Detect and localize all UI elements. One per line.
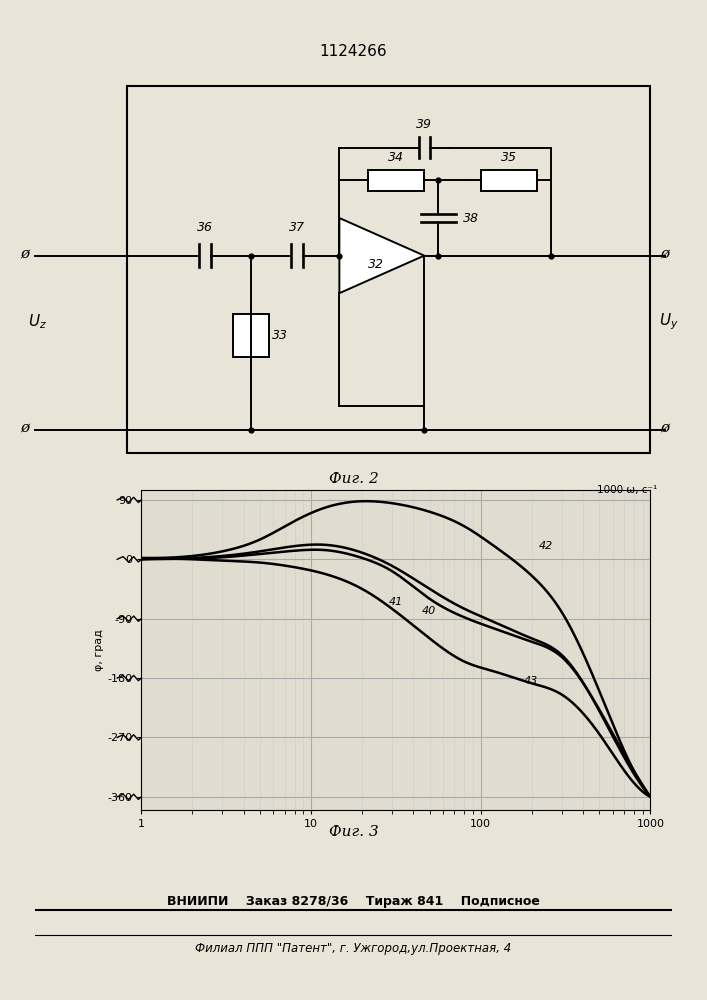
Text: Филиал ППП "Патент", г. Ужгород,ул.Проектная, 4: Филиал ППП "Патент", г. Ужгород,ул.Проек… bbox=[195, 942, 512, 955]
Text: φ, град: φ, град bbox=[94, 629, 104, 671]
Text: 32: 32 bbox=[368, 258, 384, 271]
Bar bbox=[127, 86, 650, 453]
Text: Фиг. 3: Фиг. 3 bbox=[329, 825, 378, 839]
Text: ø: ø bbox=[21, 420, 29, 434]
Text: 1124266: 1124266 bbox=[320, 44, 387, 59]
Text: 1000 ω, с⁻¹: 1000 ω, с⁻¹ bbox=[597, 485, 658, 495]
Polygon shape bbox=[339, 218, 424, 293]
Text: $U_z$: $U_z$ bbox=[28, 312, 47, 331]
Text: 42: 42 bbox=[539, 541, 553, 551]
Bar bbox=[233, 314, 269, 357]
Text: 35: 35 bbox=[501, 151, 517, 164]
Text: 34: 34 bbox=[388, 151, 404, 164]
Text: Фиг. 2: Фиг. 2 bbox=[329, 472, 378, 486]
Text: 40: 40 bbox=[422, 606, 436, 616]
Text: ø: ø bbox=[660, 420, 669, 434]
Text: ВНИИПИ    Заказ 8278/36    Тираж 841    Подписное: ВНИИПИ Заказ 8278/36 Тираж 841 Подписное bbox=[167, 895, 540, 908]
Bar bbox=[368, 170, 424, 191]
Text: 33: 33 bbox=[272, 329, 288, 342]
Text: 38: 38 bbox=[463, 212, 479, 225]
Bar bbox=[481, 170, 537, 191]
Text: 36: 36 bbox=[197, 221, 213, 234]
Text: $U_y$: $U_y$ bbox=[659, 311, 679, 332]
Text: 43: 43 bbox=[524, 676, 538, 686]
Text: 37: 37 bbox=[289, 221, 305, 234]
Text: 39: 39 bbox=[416, 118, 432, 131]
Text: 41: 41 bbox=[389, 597, 404, 607]
Text: ø: ø bbox=[660, 246, 669, 260]
Text: ø: ø bbox=[21, 246, 29, 260]
